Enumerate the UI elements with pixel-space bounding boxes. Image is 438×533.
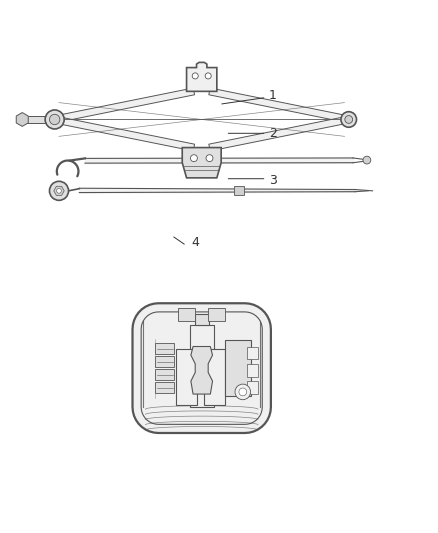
Polygon shape [209, 88, 350, 123]
Polygon shape [209, 116, 350, 151]
FancyBboxPatch shape [155, 382, 174, 393]
Circle shape [191, 155, 198, 161]
Polygon shape [182, 148, 221, 178]
Polygon shape [191, 346, 212, 394]
Text: 1: 1 [269, 89, 277, 102]
Circle shape [49, 181, 68, 200]
Circle shape [57, 189, 61, 193]
FancyBboxPatch shape [195, 314, 208, 325]
Polygon shape [133, 303, 271, 433]
Polygon shape [54, 187, 64, 196]
Circle shape [363, 156, 371, 164]
Polygon shape [54, 88, 194, 123]
FancyBboxPatch shape [208, 308, 226, 320]
FancyBboxPatch shape [226, 340, 251, 396]
FancyBboxPatch shape [155, 356, 174, 367]
FancyBboxPatch shape [234, 187, 244, 195]
FancyBboxPatch shape [247, 381, 258, 394]
FancyBboxPatch shape [176, 349, 198, 405]
FancyBboxPatch shape [204, 349, 226, 405]
FancyBboxPatch shape [178, 308, 195, 320]
Circle shape [49, 114, 60, 125]
Circle shape [192, 73, 198, 79]
Circle shape [345, 116, 353, 123]
Text: 3: 3 [269, 174, 277, 187]
Circle shape [235, 384, 251, 400]
Text: 2: 2 [269, 127, 277, 140]
FancyBboxPatch shape [247, 364, 258, 377]
Polygon shape [187, 62, 217, 91]
Circle shape [239, 388, 247, 396]
Polygon shape [54, 116, 194, 151]
Circle shape [206, 155, 213, 161]
FancyBboxPatch shape [247, 346, 258, 359]
Circle shape [341, 112, 357, 127]
Circle shape [45, 110, 64, 129]
Text: 4: 4 [191, 236, 199, 249]
FancyBboxPatch shape [155, 343, 174, 354]
FancyBboxPatch shape [190, 325, 214, 407]
FancyBboxPatch shape [155, 369, 174, 380]
FancyBboxPatch shape [25, 116, 46, 123]
Circle shape [205, 73, 211, 79]
